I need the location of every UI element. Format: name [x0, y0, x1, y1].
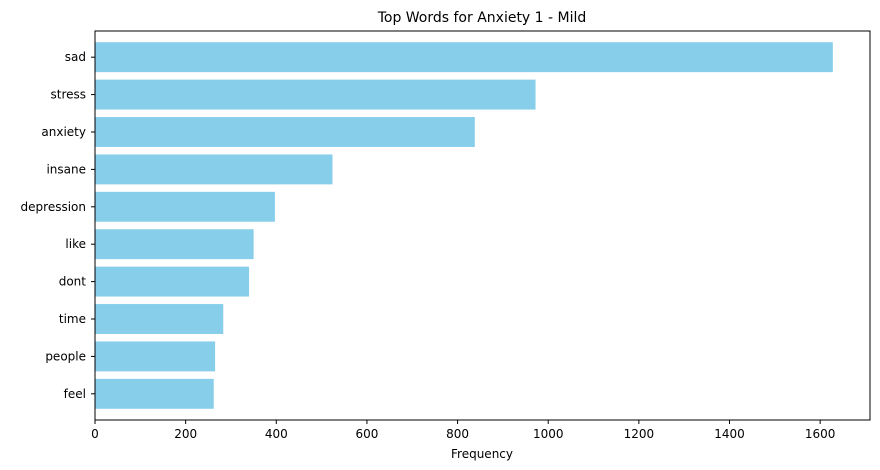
bar-sad: [95, 42, 833, 73]
bar-like: [95, 229, 254, 260]
x-axis-ticks: 0 200 400 600 800 1000 1200 1400 1600: [91, 420, 835, 441]
x-tick-label-200: 200: [174, 427, 197, 441]
plot-frame: [94, 30, 871, 421]
x-tick-label-800: 800: [446, 427, 469, 441]
x-tick-label-1200: 1200: [624, 427, 655, 441]
y-tick-label-insane: insane: [46, 162, 86, 176]
y-tick-label-people: people: [45, 349, 86, 363]
bar-time: [95, 304, 224, 334]
bar-anxiety: [95, 117, 475, 147]
x-tick-label-400: 400: [265, 427, 288, 441]
y-tick-label-sad: sad: [65, 50, 86, 64]
chart-title: Top Words for Anxiety 1 - Mild: [377, 10, 587, 26]
y-tick-label-dont: dont: [59, 275, 87, 289]
y-tick-label-feel: feel: [64, 387, 86, 401]
y-axis-ticks: sad stress anxiety insane depression like dont…: [21, 50, 95, 401]
bar-dont: [95, 266, 250, 297]
bar-insane: [95, 154, 333, 185]
y-tick-label-stress: stress: [50, 88, 86, 102]
bars-layer: [95, 42, 833, 409]
y-tick-label-depression: depression: [21, 200, 86, 214]
y-tick-label-time: time: [59, 312, 86, 326]
bar-depression: [95, 191, 275, 222]
x-tick-label-1600: 1600: [805, 427, 836, 441]
y-tick-label-anxiety: anxiety: [41, 125, 86, 139]
x-tick-label-0: 0: [91, 427, 99, 441]
bar-feel: [95, 378, 214, 409]
bar-people: [95, 341, 216, 372]
bar-stress: [95, 79, 536, 110]
x-tick-label-600: 600: [355, 427, 378, 441]
y-tick-label-like: like: [65, 237, 86, 251]
x-tick-label-1400: 1400: [714, 427, 745, 441]
x-axis-label: Frequency: [451, 447, 513, 461]
x-tick-label-1000: 1000: [533, 427, 564, 441]
